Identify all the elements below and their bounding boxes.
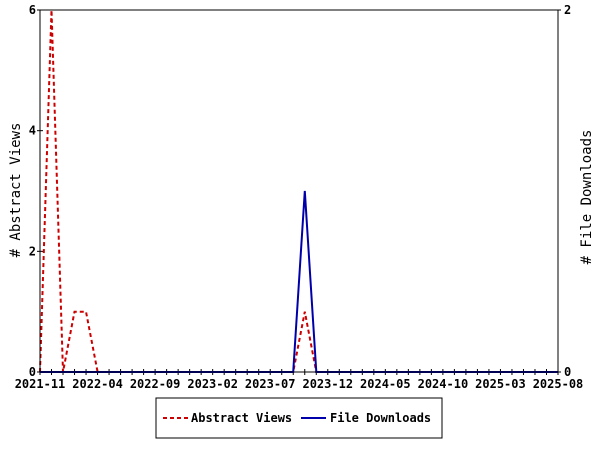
y2-axis-labels: 02 — [555, 3, 571, 379]
y-axis-title: # Abstract Views — [8, 123, 24, 258]
x-tick-label: 2024-10 — [418, 377, 469, 391]
x-tick-label: 2022-04 — [72, 377, 123, 391]
series-line-file-downloads — [40, 190, 558, 373]
x-tick-label: 2023-02 — [187, 377, 238, 391]
x-tick-label: 2025-03 — [475, 377, 526, 391]
plot-frame — [39, 9, 559, 373]
legend-label-abstract-views: Abstract Views — [191, 411, 292, 425]
series-line-abstract-views — [39, 9, 558, 373]
y-tick-label: 6 — [29, 3, 36, 17]
legend: Abstract Views File Downloads — [155, 397, 443, 439]
x-tick-label: 2021-11 — [15, 377, 66, 391]
y-tick-label: 2 — [29, 244, 36, 258]
x-axis-labels: 2021-11 2022-04 2022-09 2023-02 2023-07 2023-… — [15, 377, 584, 391]
x-tick-label: 2025-08 — [533, 377, 584, 391]
legend-label-file-downloads: File Downloads — [330, 411, 431, 425]
x-tick-label: 2022-09 — [130, 377, 181, 391]
y2-axis-title: # File Downloads — [579, 130, 595, 265]
y2-tick-label: 0 — [564, 365, 571, 379]
y-tick-label: 0 — [29, 365, 36, 379]
x-tick-label: 2023-07 — [245, 377, 296, 391]
series-layer — [39, 9, 558, 373]
x-tick-label: 2023-12 — [302, 377, 353, 391]
y2-tick-label: 2 — [564, 3, 571, 17]
legend-box — [155, 397, 443, 439]
y-axis-labels: 0 2 4 6 — [29, 3, 43, 379]
y-tick-label: 4 — [29, 124, 36, 138]
x-tick-label: 2024-05 — [360, 377, 411, 391]
